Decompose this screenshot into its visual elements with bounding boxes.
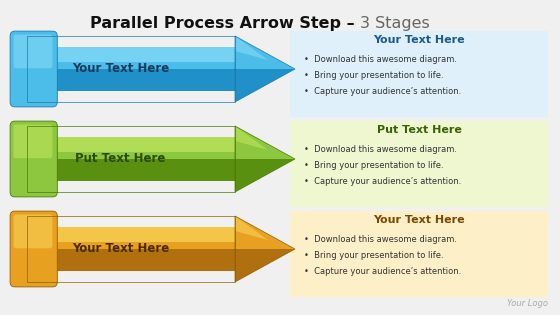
FancyBboxPatch shape [10,121,57,197]
Text: •  Capture your audience’s attention.: • Capture your audience’s attention. [304,87,461,96]
Polygon shape [235,36,268,60]
Polygon shape [235,126,268,150]
Text: •  Capture your audience’s attention.: • Capture your audience’s attention. [304,267,461,276]
Polygon shape [27,227,235,242]
Polygon shape [27,137,235,152]
Polygon shape [235,249,295,282]
FancyBboxPatch shape [290,211,548,297]
Text: Your Logo: Your Logo [507,299,548,308]
Polygon shape [27,159,235,181]
Text: •  Download this awesome diagram.: • Download this awesome diagram. [304,235,457,244]
Text: •  Bring your presentation to life.: • Bring your presentation to life. [304,71,444,80]
Text: •  Capture your audience’s attention.: • Capture your audience’s attention. [304,177,461,186]
Text: Parallel Process Arrow Step –: Parallel Process Arrow Step – [90,16,360,31]
Polygon shape [235,126,295,159]
Text: 3 Stages: 3 Stages [360,16,430,31]
Polygon shape [235,36,295,69]
Polygon shape [235,69,295,102]
Text: Your Text Here: Your Text Here [72,243,169,255]
Text: Your Text Here: Your Text Here [373,35,465,45]
Polygon shape [27,249,235,271]
Polygon shape [27,137,235,159]
FancyBboxPatch shape [10,211,57,287]
Polygon shape [235,159,295,192]
FancyBboxPatch shape [10,31,57,107]
Text: Put Text Here: Put Text Here [76,152,166,165]
Text: Your Text Here: Your Text Here [373,215,465,225]
Text: •  Download this awesome diagram.: • Download this awesome diagram. [304,55,457,64]
FancyBboxPatch shape [290,31,548,117]
Text: Your Text Here: Your Text Here [72,62,169,76]
FancyBboxPatch shape [13,35,53,68]
Polygon shape [27,227,235,249]
Text: •  Bring your presentation to life.: • Bring your presentation to life. [304,161,444,170]
FancyBboxPatch shape [290,121,548,207]
Polygon shape [27,47,235,69]
Polygon shape [27,47,235,62]
Text: •  Download this awesome diagram.: • Download this awesome diagram. [304,145,457,154]
Text: Put Text Here: Put Text Here [376,125,461,135]
Polygon shape [27,69,235,91]
Polygon shape [235,216,268,240]
FancyBboxPatch shape [13,215,53,248]
Polygon shape [235,216,295,249]
Text: •  Bring your presentation to life.: • Bring your presentation to life. [304,251,444,260]
FancyBboxPatch shape [13,124,53,158]
